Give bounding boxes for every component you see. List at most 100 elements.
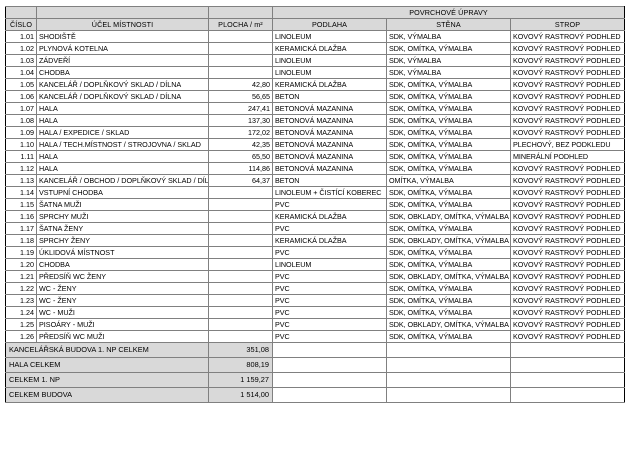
header-blank-ucel xyxy=(36,6,209,19)
cell-strop: KOVOVÝ RASTROVÝ PODHLED xyxy=(509,318,626,331)
table-row: 1.13 KANCELÁŘ / OBCHOD / DOPLŇKOVÝ SKLAD … xyxy=(5,174,626,187)
cell-strop: KOVOVÝ RASTROVÝ PODHLED xyxy=(509,234,626,247)
cell-ucel-mistnosti: SHODIŠTĚ xyxy=(36,30,209,43)
table-row: 1.04 CHODBA LINOLEUM SDK, VÝMALBA KOVOVÝ RAS… xyxy=(5,66,626,79)
cell-strop: KOVOVÝ RASTROVÝ PODHLED xyxy=(509,186,626,199)
summary-value: 808,19 xyxy=(208,357,273,373)
summary-empty-strop xyxy=(509,372,626,388)
cell-podlaha: BETONOVÁ MAZANINA xyxy=(272,114,387,127)
cell-stena: SDK, OMÍTKA, VÝMALBA xyxy=(386,330,511,343)
cell-ucel-mistnosti: SPRCHY ŽENY xyxy=(36,234,209,247)
cell-ucel-mistnosti: HALA xyxy=(36,150,209,163)
cell-podlaha: LINOLEUM xyxy=(272,54,387,67)
summary-label: CELKEM 1. NP xyxy=(5,372,209,388)
cell-ucel-mistnosti: KANCELÁŘ / OBCHOD / DOPLŇKOVÝ SKLAD / DÍ… xyxy=(36,174,209,187)
cell-stena: SDK, OMÍTKA, VÝMALBA xyxy=(386,258,511,271)
cell-cislo: 1.14 xyxy=(5,186,37,199)
cell-cislo: 1.18 xyxy=(5,234,37,247)
cell-cislo: 1.17 xyxy=(5,222,37,235)
cell-stena: SDK, OBKLADY, OMÍTKA, VÝMALBA xyxy=(386,234,511,247)
cell-cislo: 1.12 xyxy=(5,162,37,175)
cell-cislo: 1.13 xyxy=(5,174,37,187)
cell-stena: SDK, VÝMALBA xyxy=(386,30,511,43)
table-row: 1.18 SPRCHY ŽENY KERAMICKÁ DLAŽBA SDK, OBKL… xyxy=(5,234,626,247)
cell-ucel-mistnosti: WC - ŽENY xyxy=(36,294,209,307)
cell-plocha xyxy=(208,270,273,283)
cell-strop: KOVOVÝ RASTROVÝ PODHLED xyxy=(509,126,626,139)
table-row: 1.23 WC - ŽENY PVC SDK, OMÍTKA, VÝMALBA KOVO… xyxy=(5,294,626,307)
table-row: 1.15 ŠATNA MUŽI PVC SDK, OMÍTKA, VÝMALBA KOV… xyxy=(5,198,626,211)
cell-stena: SDK, OMÍTKA, VÝMALBA xyxy=(386,162,511,175)
cell-plocha: 56,65 xyxy=(208,90,273,103)
cell-stena: SDK, OMÍTKA, VÝMALBA xyxy=(386,222,511,235)
cell-strop: KOVOVÝ RASTROVÝ PODHLED xyxy=(509,258,626,271)
cell-plocha xyxy=(208,186,273,199)
cell-plocha xyxy=(208,66,273,79)
summary-empty-podlaha xyxy=(272,357,387,373)
cell-cislo: 1.23 xyxy=(5,294,37,307)
summary-row: CELKEM 1. NP 1 159,27 xyxy=(5,372,626,388)
cell-ucel-mistnosti: SPRCHY MUŽI xyxy=(36,210,209,223)
summary-empty-podlaha xyxy=(272,372,387,388)
cell-plocha: 172,02 xyxy=(208,126,273,139)
summary-value: 1 159,27 xyxy=(208,372,273,388)
cell-cislo: 1.20 xyxy=(5,258,37,271)
header-group-povrchove-upravy: POVRCHOVÉ ÚPRAVY xyxy=(271,6,626,19)
cell-podlaha: PVC xyxy=(272,282,387,295)
cell-plocha xyxy=(208,306,273,319)
cell-strop: KOVOVÝ RASTROVÝ PODHLED xyxy=(509,162,626,175)
cell-cislo: 1.22 xyxy=(5,282,37,295)
summary-row: CELKEM BUDOVA 1 514,00 xyxy=(5,387,626,403)
table-header: POVRCHOVÉ ÚPRAVY ČÍSLO ÚČEL MÍSTNOSTI PL… xyxy=(5,6,626,31)
cell-podlaha: LINOLEUM xyxy=(272,30,387,43)
table-row: 1.06 KANCELÁŘ / DOPLŇKOVÝ SKLAD / DÍLNA 56… xyxy=(5,90,626,103)
cell-cislo: 1.04 xyxy=(5,66,37,79)
cell-ucel-mistnosti: ZÁDVEŘÍ xyxy=(36,54,209,67)
room-schedule-table: POVRCHOVÉ ÚPRAVY ČÍSLO ÚČEL MÍSTNOSTI PL… xyxy=(5,6,626,403)
cell-ucel-mistnosti: ÚKLIDOVÁ MÍSTNOST xyxy=(36,246,209,259)
header-strop: STROP xyxy=(509,18,626,31)
cell-podlaha: LINOLEUM + ČISTÍCÍ KOBEREC xyxy=(272,186,387,199)
cell-strop: KOVOVÝ RASTROVÝ PODHLED xyxy=(509,330,626,343)
cell-ucel-mistnosti: PŘEDSÍŇ WC MUŽI xyxy=(36,330,209,343)
cell-cislo: 1.07 xyxy=(5,102,37,115)
cell-strop: KOVOVÝ RASTROVÝ PODHLED xyxy=(509,210,626,223)
cell-strop: KOVOVÝ RASTROVÝ PODHLED xyxy=(509,246,626,259)
cell-stena: SDK, OMÍTKA, VÝMALBA xyxy=(386,294,511,307)
cell-ucel-mistnosti: WC - MUŽI xyxy=(36,306,209,319)
cell-stena: SDK, OMÍTKA, VÝMALBA xyxy=(386,78,511,91)
cell-plocha: 247,41 xyxy=(208,102,273,115)
cell-podlaha: BETON xyxy=(272,90,387,103)
table-row: 1.25 PISOÁRY - MUŽI PVC SDK, OBKLADY, OMÍTK… xyxy=(5,318,626,331)
cell-podlaha: PVC xyxy=(272,306,387,319)
header-plocha: PLOCHA / m² xyxy=(208,18,273,31)
cell-podlaha: BETONOVÁ MAZANINA xyxy=(272,150,387,163)
cell-strop: PLECHOVÝ, BEZ PODKLEDU xyxy=(509,138,626,151)
cell-cislo: 1.03 xyxy=(5,54,37,67)
cell-plocha xyxy=(208,234,273,247)
table-row: 1.08 HALA 137,30 BETONOVÁ MAZANINA SDK, OMÍT… xyxy=(5,114,626,127)
cell-cislo: 1.08 xyxy=(5,114,37,127)
header-stena: STĚNA xyxy=(386,18,511,31)
summary-empty-stena xyxy=(386,387,511,403)
cell-plocha xyxy=(208,282,273,295)
cell-plocha xyxy=(208,246,273,259)
cell-strop: KOVOVÝ RASTROVÝ PODHLED xyxy=(509,198,626,211)
cell-plocha xyxy=(208,294,273,307)
cell-stena: SDK, VÝMALBA xyxy=(386,66,511,79)
cell-plocha: 137,30 xyxy=(208,114,273,127)
cell-podlaha: KERAMICKÁ DLAŽBA xyxy=(272,210,387,223)
header-blank-cislo xyxy=(5,6,37,19)
cell-cislo: 1.06 xyxy=(5,90,37,103)
summary-label: CELKEM BUDOVA xyxy=(5,387,209,403)
cell-podlaha: BETONOVÁ MAZANINA xyxy=(272,126,387,139)
summary-empty-stena xyxy=(386,357,511,373)
cell-strop: KOVOVÝ RASTROVÝ PODHLED xyxy=(509,102,626,115)
cell-ucel-mistnosti: HALA xyxy=(36,162,209,175)
summary-value: 351,08 xyxy=(208,342,273,358)
room-schedule-sheet: POVRCHOVÉ ÚPRAVY ČÍSLO ÚČEL MÍSTNOSTI PL… xyxy=(5,6,626,403)
cell-strop: KOVOVÝ RASTROVÝ PODHLED xyxy=(509,306,626,319)
cell-podlaha: BETONOVÁ MAZANINA xyxy=(272,102,387,115)
cell-ucel-mistnosti: HALA / TECH.MÍSTNOST / STROJOVNA / SKLAD xyxy=(36,138,209,151)
cell-ucel-mistnosti: HALA xyxy=(36,102,209,115)
